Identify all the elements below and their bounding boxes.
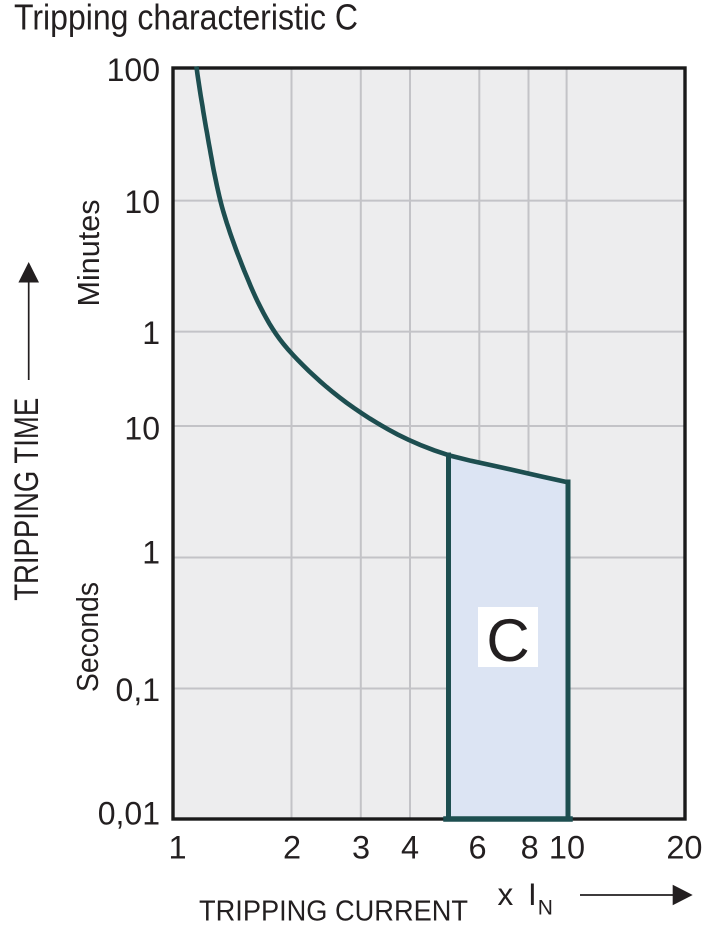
svg-text:1: 1 [142,315,160,351]
svg-text:I: I [528,876,537,912]
svg-text:8: 8 [521,830,539,866]
svg-text:2: 2 [283,830,301,866]
svg-text:4: 4 [401,830,419,866]
svg-text:1: 1 [168,830,186,866]
svg-text:100: 100 [107,52,160,88]
svg-text:0,1: 0,1 [116,672,160,708]
svg-text:10: 10 [124,410,160,446]
svg-text:10: 10 [124,184,160,220]
svg-text:Minutes: Minutes [71,200,106,307]
svg-text:N: N [538,896,553,919]
svg-text:6: 6 [468,830,486,866]
svg-text:C: C [486,607,529,674]
svg-text:TRIPPING TIME: TRIPPING TIME [8,398,46,601]
svg-text:x: x [498,876,514,912]
svg-text:3: 3 [352,830,370,866]
svg-text:TRIPPING CURRENT: TRIPPING CURRENT [199,895,468,927]
svg-text:20: 20 [666,830,702,866]
svg-text:Tripping characteristic C: Tripping characteristic C [14,0,358,37]
svg-text:1: 1 [142,534,160,570]
svg-text:Seconds: Seconds [70,582,105,692]
svg-text:0,01: 0,01 [98,796,160,832]
svg-text:10: 10 [549,830,585,866]
